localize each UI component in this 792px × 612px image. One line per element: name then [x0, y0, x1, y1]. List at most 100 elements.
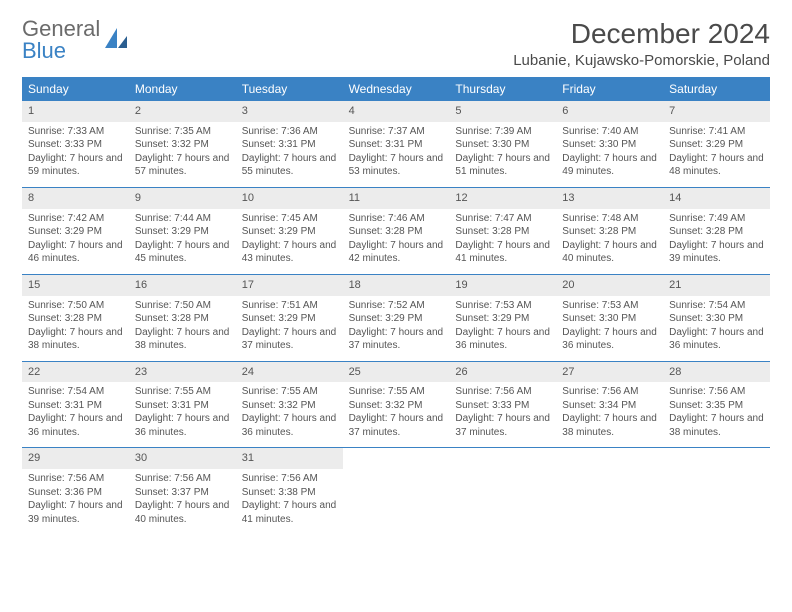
sunrise-text: Sunrise: 7:53 AM	[562, 299, 657, 313]
cell-body: Sunrise: 7:44 AMSunset: 3:29 PMDaylight:…	[129, 209, 236, 274]
sunrise-text: Sunrise: 7:39 AM	[455, 125, 550, 139]
day-number: 6	[556, 101, 663, 122]
calendar-cell: 24Sunrise: 7:55 AMSunset: 3:32 PMDayligh…	[236, 362, 343, 448]
day-number: 28	[663, 362, 770, 383]
daylight-text: Daylight: 7 hours and 36 minutes.	[455, 326, 550, 353]
calendar-cell: 15Sunrise: 7:50 AMSunset: 3:28 PMDayligh…	[22, 275, 129, 361]
daylight-text: Daylight: 7 hours and 46 minutes.	[28, 239, 123, 266]
day-number: 27	[556, 362, 663, 383]
calendar-cell: 22Sunrise: 7:54 AMSunset: 3:31 PMDayligh…	[22, 362, 129, 448]
calendar-cell: 8Sunrise: 7:42 AMSunset: 3:29 PMDaylight…	[22, 188, 129, 274]
sunset-text: Sunset: 3:31 PM	[28, 399, 123, 413]
calendar-cell: 10Sunrise: 7:45 AMSunset: 3:29 PMDayligh…	[236, 188, 343, 274]
cell-body: Sunrise: 7:56 AMSunset: 3:34 PMDaylight:…	[556, 382, 663, 447]
calendar-cell: 23Sunrise: 7:55 AMSunset: 3:31 PMDayligh…	[129, 362, 236, 448]
sunset-text: Sunset: 3:30 PM	[455, 138, 550, 152]
day-number: 5	[449, 101, 556, 122]
sunset-text: Sunset: 3:29 PM	[242, 312, 337, 326]
location-text: Lubanie, Kujawsko-Pomorskie, Poland	[513, 52, 770, 69]
cell-body: Sunrise: 7:48 AMSunset: 3:28 PMDaylight:…	[556, 209, 663, 274]
sunrise-text: Sunrise: 7:46 AM	[349, 212, 444, 226]
calendar-cell: 7Sunrise: 7:41 AMSunset: 3:29 PMDaylight…	[663, 101, 770, 187]
cell-body: Sunrise: 7:46 AMSunset: 3:28 PMDaylight:…	[343, 209, 450, 274]
sunset-text: Sunset: 3:32 PM	[135, 138, 230, 152]
day-number: 13	[556, 188, 663, 209]
sunrise-text: Sunrise: 7:35 AM	[135, 125, 230, 139]
daylight-text: Daylight: 7 hours and 51 minutes.	[455, 152, 550, 179]
calendar-cell: 14Sunrise: 7:49 AMSunset: 3:28 PMDayligh…	[663, 188, 770, 274]
daylight-text: Daylight: 7 hours and 36 minutes.	[28, 412, 123, 439]
sunrise-text: Sunrise: 7:54 AM	[669, 299, 764, 313]
calendar-cell: 31Sunrise: 7:56 AMSunset: 3:38 PMDayligh…	[236, 448, 343, 534]
daylight-text: Daylight: 7 hours and 41 minutes.	[242, 499, 337, 526]
cell-body: Sunrise: 7:49 AMSunset: 3:28 PMDaylight:…	[663, 209, 770, 274]
day-number: 12	[449, 188, 556, 209]
day-number: 3	[236, 101, 343, 122]
cell-body: Sunrise: 7:35 AMSunset: 3:32 PMDaylight:…	[129, 122, 236, 187]
sunset-text: Sunset: 3:29 PM	[349, 312, 444, 326]
cell-body: Sunrise: 7:55 AMSunset: 3:32 PMDaylight:…	[343, 382, 450, 447]
daylight-text: Daylight: 7 hours and 41 minutes.	[455, 239, 550, 266]
title-block: December 2024 Lubanie, Kujawsko-Pomorski…	[513, 18, 770, 69]
day-number: 29	[22, 448, 129, 469]
cell-body: Sunrise: 7:53 AMSunset: 3:29 PMDaylight:…	[449, 296, 556, 361]
weekday-header: Thursday	[449, 77, 556, 101]
cell-body: Sunrise: 7:56 AMSunset: 3:38 PMDaylight:…	[236, 469, 343, 534]
sunrise-text: Sunrise: 7:51 AM	[242, 299, 337, 313]
sunset-text: Sunset: 3:28 PM	[135, 312, 230, 326]
cell-body: Sunrise: 7:54 AMSunset: 3:31 PMDaylight:…	[22, 382, 129, 447]
daylight-text: Daylight: 7 hours and 37 minutes.	[455, 412, 550, 439]
sunset-text: Sunset: 3:28 PM	[455, 225, 550, 239]
daylight-text: Daylight: 7 hours and 38 minutes.	[669, 412, 764, 439]
daylight-text: Daylight: 7 hours and 59 minutes.	[28, 152, 123, 179]
cell-body: Sunrise: 7:56 AMSunset: 3:37 PMDaylight:…	[129, 469, 236, 534]
calendar-cell: 30Sunrise: 7:56 AMSunset: 3:37 PMDayligh…	[129, 448, 236, 534]
sunset-text: Sunset: 3:28 PM	[669, 225, 764, 239]
daylight-text: Daylight: 7 hours and 36 minutes.	[135, 412, 230, 439]
cell-body: Sunrise: 7:53 AMSunset: 3:30 PMDaylight:…	[556, 296, 663, 361]
calendar-cell: 13Sunrise: 7:48 AMSunset: 3:28 PMDayligh…	[556, 188, 663, 274]
sunrise-text: Sunrise: 7:47 AM	[455, 212, 550, 226]
cell-body: Sunrise: 7:56 AMSunset: 3:36 PMDaylight:…	[22, 469, 129, 534]
cell-body: Sunrise: 7:55 AMSunset: 3:32 PMDaylight:…	[236, 382, 343, 447]
sunset-text: Sunset: 3:29 PM	[135, 225, 230, 239]
sunset-text: Sunset: 3:33 PM	[28, 138, 123, 152]
sunrise-text: Sunrise: 7:55 AM	[242, 385, 337, 399]
calendar-cell: 29Sunrise: 7:56 AMSunset: 3:36 PMDayligh…	[22, 448, 129, 534]
day-number: 14	[663, 188, 770, 209]
sunset-text: Sunset: 3:30 PM	[562, 312, 657, 326]
calendar-cell: 6Sunrise: 7:40 AMSunset: 3:30 PMDaylight…	[556, 101, 663, 187]
day-number: 10	[236, 188, 343, 209]
daylight-text: Daylight: 7 hours and 53 minutes.	[349, 152, 444, 179]
sunrise-text: Sunrise: 7:53 AM	[455, 299, 550, 313]
weekday-header: Saturday	[663, 77, 770, 101]
sunset-text: Sunset: 3:28 PM	[349, 225, 444, 239]
sunrise-text: Sunrise: 7:56 AM	[242, 472, 337, 486]
daylight-text: Daylight: 7 hours and 36 minutes.	[562, 326, 657, 353]
cell-body: Sunrise: 7:37 AMSunset: 3:31 PMDaylight:…	[343, 122, 450, 187]
sunrise-text: Sunrise: 7:50 AM	[135, 299, 230, 313]
day-number: 22	[22, 362, 129, 383]
sunrise-text: Sunrise: 7:52 AM	[349, 299, 444, 313]
day-number: 21	[663, 275, 770, 296]
sunrise-text: Sunrise: 7:55 AM	[349, 385, 444, 399]
weeks-container: 1Sunrise: 7:33 AMSunset: 3:33 PMDaylight…	[22, 101, 770, 534]
cell-body: Sunrise: 7:50 AMSunset: 3:28 PMDaylight:…	[22, 296, 129, 361]
sunset-text: Sunset: 3:29 PM	[28, 225, 123, 239]
sunset-text: Sunset: 3:30 PM	[562, 138, 657, 152]
weekday-header: Wednesday	[343, 77, 450, 101]
cell-body: Sunrise: 7:36 AMSunset: 3:31 PMDaylight:…	[236, 122, 343, 187]
day-number: 4	[343, 101, 450, 122]
sunset-text: Sunset: 3:31 PM	[242, 138, 337, 152]
cell-body: Sunrise: 7:42 AMSunset: 3:29 PMDaylight:…	[22, 209, 129, 274]
sunset-text: Sunset: 3:31 PM	[349, 138, 444, 152]
sunset-text: Sunset: 3:33 PM	[455, 399, 550, 413]
brand-part2: Blue	[22, 38, 66, 63]
daylight-text: Daylight: 7 hours and 38 minutes.	[28, 326, 123, 353]
daylight-text: Daylight: 7 hours and 40 minutes.	[135, 499, 230, 526]
sunrise-text: Sunrise: 7:50 AM	[28, 299, 123, 313]
day-number: 11	[343, 188, 450, 209]
daylight-text: Daylight: 7 hours and 37 minutes.	[349, 326, 444, 353]
calendar-cell: 26Sunrise: 7:56 AMSunset: 3:33 PMDayligh…	[449, 362, 556, 448]
sunrise-text: Sunrise: 7:54 AM	[28, 385, 123, 399]
